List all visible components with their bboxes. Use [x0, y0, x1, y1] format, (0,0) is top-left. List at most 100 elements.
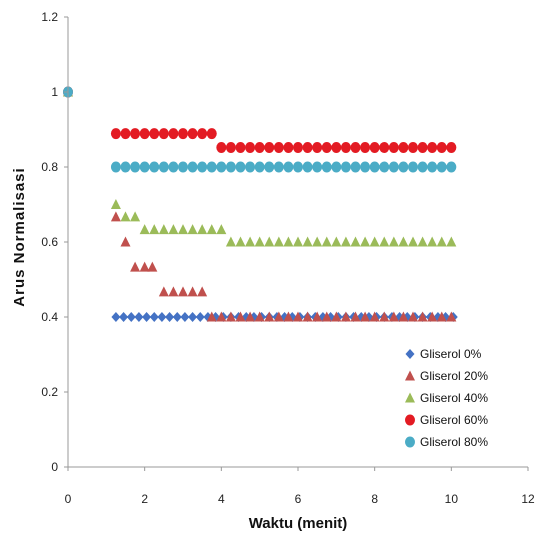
- series-gliserol-40: [63, 86, 457, 247]
- gliserol-60-point: [139, 128, 150, 140]
- gliserol-60-point: [206, 128, 217, 140]
- gliserol-60-point: [254, 142, 265, 153]
- gliserol-20-point: [293, 311, 303, 322]
- gliserol-60-point: [110, 128, 121, 140]
- gliserol-0-point: [165, 312, 175, 322]
- gliserol-60-point: [120, 128, 131, 140]
- legend-label-gliserol-80: Gliserol 80%: [420, 435, 488, 449]
- gliserol-80-point: [168, 161, 179, 173]
- gliserol-60-point: [264, 142, 275, 153]
- gliserol-80-point: [110, 161, 121, 173]
- gliserol-20-point: [158, 286, 169, 297]
- x-tick-label: 8: [371, 492, 378, 506]
- gliserol-60-point: [340, 142, 351, 153]
- gliserol-20-point: [254, 311, 265, 322]
- x-tick-label: 0: [65, 492, 72, 506]
- gliserol-60-point: [158, 128, 169, 140]
- gliserol-80-point: [149, 161, 160, 173]
- gliserol-80-point: [369, 161, 380, 173]
- gliserol-20-point: [388, 311, 399, 322]
- gliserol-20-point: [340, 311, 351, 322]
- gliserol-60-point: [312, 142, 323, 153]
- gliserol-40-point: [139, 224, 150, 235]
- gliserol-60-point: [235, 142, 246, 153]
- gliserol-20-point: [187, 286, 198, 297]
- gliserol-0-point: [126, 312, 136, 322]
- gliserol-60-point: [388, 142, 399, 153]
- gliserol-40-point: [388, 236, 399, 247]
- legend-marker-gliserol-80: [405, 436, 415, 448]
- gliserol-20-point: [408, 311, 418, 322]
- gliserol-20-point: [178, 286, 188, 297]
- gliserol-60-point: [283, 142, 294, 153]
- gliserol-20-point: [245, 311, 256, 322]
- gliserol-40-point: [312, 236, 323, 247]
- gliserol-40-point: [158, 224, 169, 235]
- gliserol-0-point: [180, 312, 190, 322]
- gliserol-60-point: [350, 142, 361, 153]
- gliserol-40-point: [331, 236, 342, 247]
- gliserol-80-point: [340, 161, 351, 173]
- gliserol-0-point: [134, 312, 144, 322]
- gliserol-60-point: [149, 128, 160, 140]
- y-tick-label: 1: [51, 85, 58, 99]
- gliserol-60-point: [408, 142, 418, 153]
- gliserol-40-point: [110, 199, 121, 209]
- gliserol-20-point: [139, 261, 150, 272]
- gliserol-40-point: [398, 236, 409, 247]
- gliserol-80-point: [312, 161, 323, 173]
- legend-marker-gliserol-0: [405, 349, 415, 359]
- series-gliserol-0: [63, 87, 458, 322]
- gliserol-80-point: [417, 161, 428, 173]
- gliserol-80-point: [158, 161, 169, 173]
- gliserol-80-point: [225, 161, 236, 173]
- gliserol-40-point: [264, 236, 275, 247]
- gliserol-40-point: [130, 211, 141, 222]
- gliserol-20-point: [110, 211, 121, 222]
- gliserol-40-point: [168, 224, 179, 235]
- gliserol-40-point: [446, 236, 457, 247]
- y-tick-label: 0: [51, 460, 58, 474]
- gliserol-40-point: [379, 236, 390, 247]
- gliserol-40-point: [350, 236, 361, 247]
- y-tick-label: 0.2: [41, 385, 58, 399]
- gliserol-40-point: [206, 224, 217, 235]
- gliserol-60-point: [225, 142, 236, 153]
- gliserol-80-point: [235, 161, 246, 173]
- gliserol-20-point: [427, 311, 438, 322]
- y-tick-label: 1.2: [41, 10, 58, 24]
- gliserol-80-point: [245, 161, 256, 173]
- x-tick-label: 6: [295, 492, 302, 506]
- gliserol-80-point: [273, 161, 284, 173]
- gliserol-60-point: [293, 142, 303, 153]
- gliserol-60-point: [369, 142, 380, 153]
- gliserol-80-point: [197, 161, 208, 173]
- gliserol-60-point: [187, 128, 198, 140]
- gliserol-60-point: [273, 142, 284, 153]
- gliserol-20-point: [331, 311, 342, 322]
- gliserol-20-point: [436, 311, 447, 322]
- gliserol-80-point: [379, 161, 390, 173]
- legend-marker-gliserol-60: [405, 414, 415, 426]
- gliserol-60-point: [216, 142, 227, 153]
- gliserol-80-point: [206, 161, 217, 173]
- gliserol-80-point: [398, 161, 409, 173]
- gliserol-80-point: [302, 161, 313, 173]
- gliserol-80-point: [264, 161, 275, 173]
- gliserol-40-point: [235, 236, 246, 247]
- gliserol-60-point: [197, 128, 208, 140]
- gliserol-80-point: [427, 161, 438, 173]
- gliserol-40-point: [149, 224, 160, 235]
- gliserol-20-point: [417, 311, 428, 322]
- gliserol-40-point: [283, 236, 294, 247]
- gliserol-40-point: [427, 236, 438, 247]
- gliserol-20-point: [120, 236, 131, 247]
- gliserol-20-point: [446, 311, 457, 322]
- gliserol-20-point: [264, 311, 275, 322]
- legend: Gliserol 0% Gliserol 20% Gliserol 40% Glise…: [405, 347, 488, 449]
- gliserol-40-point: [408, 236, 418, 247]
- gliserol-80-point: [408, 161, 418, 173]
- gliserol-60-point: [398, 142, 409, 153]
- tick-marks: 0 0.2 0.4 0.6 0.8 1 1.2 0 2 4 6 8 10 12: [41, 10, 535, 506]
- gliserol-0-point: [157, 312, 167, 322]
